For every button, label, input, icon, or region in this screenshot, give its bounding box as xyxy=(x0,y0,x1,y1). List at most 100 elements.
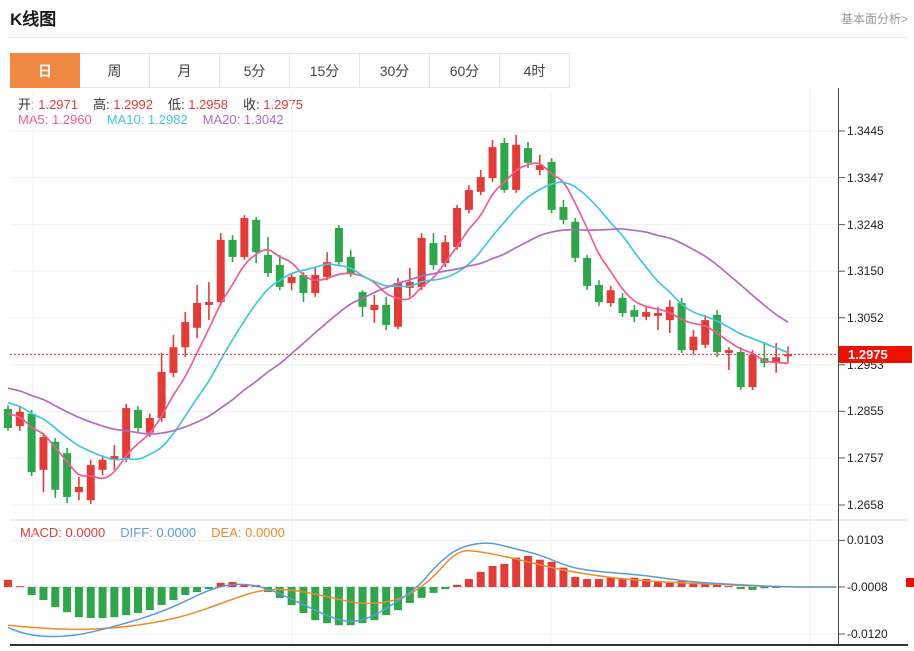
tab-day[interactable]: 日 xyxy=(10,53,80,88)
price-axis-label: 1.2757 xyxy=(847,450,884,465)
macd-bar xyxy=(594,579,603,587)
macd-bar xyxy=(240,584,249,587)
macd-legend: MACD: 0.0000 DIFF: 0.0000 DEA: 0.0000 xyxy=(20,525,285,540)
candle-body xyxy=(311,274,320,294)
candle-body xyxy=(15,411,24,427)
candle-body xyxy=(618,297,627,314)
macd-bar xyxy=(760,587,769,589)
candle-body xyxy=(464,189,473,210)
candle-body xyxy=(571,221,580,258)
legend-item: MACD: 0.0000 xyxy=(20,525,106,540)
macd-bar xyxy=(98,587,107,619)
macd-bar xyxy=(772,587,781,588)
macd-bar xyxy=(4,579,12,587)
candle-body xyxy=(512,144,521,190)
price-axis-label: 1.2855 xyxy=(847,404,884,419)
macd-bar xyxy=(358,587,367,624)
candle-body xyxy=(689,336,698,351)
candle-body xyxy=(299,274,308,294)
macd-bar xyxy=(488,566,497,587)
candle-body xyxy=(547,161,556,210)
tab-4hour[interactable]: 4时 xyxy=(500,53,570,88)
candle-body xyxy=(559,207,568,220)
tab-5min[interactable]: 5分 xyxy=(220,53,290,88)
legend-item: DIFF: 0.0000 xyxy=(120,525,197,540)
page-title: K线图 xyxy=(10,10,57,29)
candle-body xyxy=(476,177,485,192)
candle-body xyxy=(772,357,781,362)
candle-body xyxy=(488,147,497,179)
macd-bar xyxy=(323,587,332,624)
candle-body xyxy=(393,283,402,327)
tab-30min[interactable]: 30分 xyxy=(360,53,430,88)
candle-body xyxy=(98,459,107,470)
candle-body xyxy=(275,265,284,287)
macd-bar xyxy=(216,582,225,587)
macd-bar xyxy=(653,581,662,587)
candle-body xyxy=(252,219,261,253)
candle-body xyxy=(157,371,166,419)
candle-body xyxy=(110,456,119,459)
candle-body xyxy=(193,303,202,328)
macd-bar xyxy=(441,587,450,590)
macd-bar xyxy=(429,587,438,593)
candle-body xyxy=(642,312,651,317)
price-axis-label: 1.3347 xyxy=(847,170,884,185)
ma-legend: MA5: 1.2960 MA10: 1.2982 MA20: 1.3042 xyxy=(18,112,284,127)
ma5-line xyxy=(7,162,789,480)
macd-bar xyxy=(606,577,615,587)
macd-bar xyxy=(736,587,745,590)
dea-line xyxy=(7,549,837,631)
legend-item: MA20: 1.3042 xyxy=(202,112,284,127)
candle-body xyxy=(500,142,509,190)
macd-bar xyxy=(512,557,521,587)
macd-bar xyxy=(417,587,426,598)
macd-bar xyxy=(748,587,757,590)
candle-body xyxy=(382,304,391,325)
candle-body xyxy=(370,304,379,311)
macd-bar xyxy=(299,587,308,614)
macd-bar xyxy=(110,587,119,618)
ma10-line xyxy=(7,181,789,461)
legend-item: 低: 1.2958 xyxy=(168,97,228,112)
diff-line xyxy=(7,542,837,638)
macd-axis-label: -0.0120 xyxy=(847,627,888,642)
candle-body xyxy=(27,413,36,473)
macd-axis-label: -0.0008 xyxy=(847,580,888,594)
macd-bar xyxy=(382,587,391,616)
candle-body xyxy=(204,302,213,305)
macd-bar xyxy=(689,582,698,587)
macd-bar xyxy=(169,587,178,601)
candle-body xyxy=(453,207,462,247)
candle-body xyxy=(583,257,592,286)
candle-body xyxy=(429,243,438,266)
candle-body xyxy=(523,148,532,163)
ohlc-legend: 开: 1.2971 高: 1.2992 低: 1.2958 收: 1.2975 xyxy=(18,94,303,113)
fundamental-analysis-link[interactable]: 基本面分析> xyxy=(840,12,908,26)
macd-bar xyxy=(630,577,639,587)
macd-bar xyxy=(204,587,213,590)
candle-body xyxy=(677,303,686,351)
macd-bar xyxy=(523,555,532,587)
candle-body xyxy=(51,441,60,490)
tab-60min[interactable]: 60分 xyxy=(430,53,500,88)
interval-tab-bar: 日周月 5分 15分 30分 60分 4时 xyxy=(10,53,570,88)
tab-15min[interactable]: 15分 xyxy=(290,53,360,88)
candle-body xyxy=(594,284,603,303)
macd-bar xyxy=(571,576,580,587)
candle-body xyxy=(216,239,225,303)
legend-item: DEA: 0.0000 xyxy=(211,525,285,540)
candle-body xyxy=(63,453,72,497)
ma20-line xyxy=(7,228,789,435)
candle-body xyxy=(122,408,131,458)
tab-month[interactable]: 月 xyxy=(150,53,220,88)
candle-body xyxy=(228,239,237,257)
price-axis-label: 1.3248 xyxy=(847,217,884,232)
tab-week[interactable]: 周 xyxy=(80,53,150,88)
macd-bar xyxy=(405,587,414,603)
candle-body xyxy=(39,437,48,470)
candle-body xyxy=(133,409,142,428)
candle-body xyxy=(74,486,83,493)
macd-axis-label: 0.0103 xyxy=(847,533,884,548)
